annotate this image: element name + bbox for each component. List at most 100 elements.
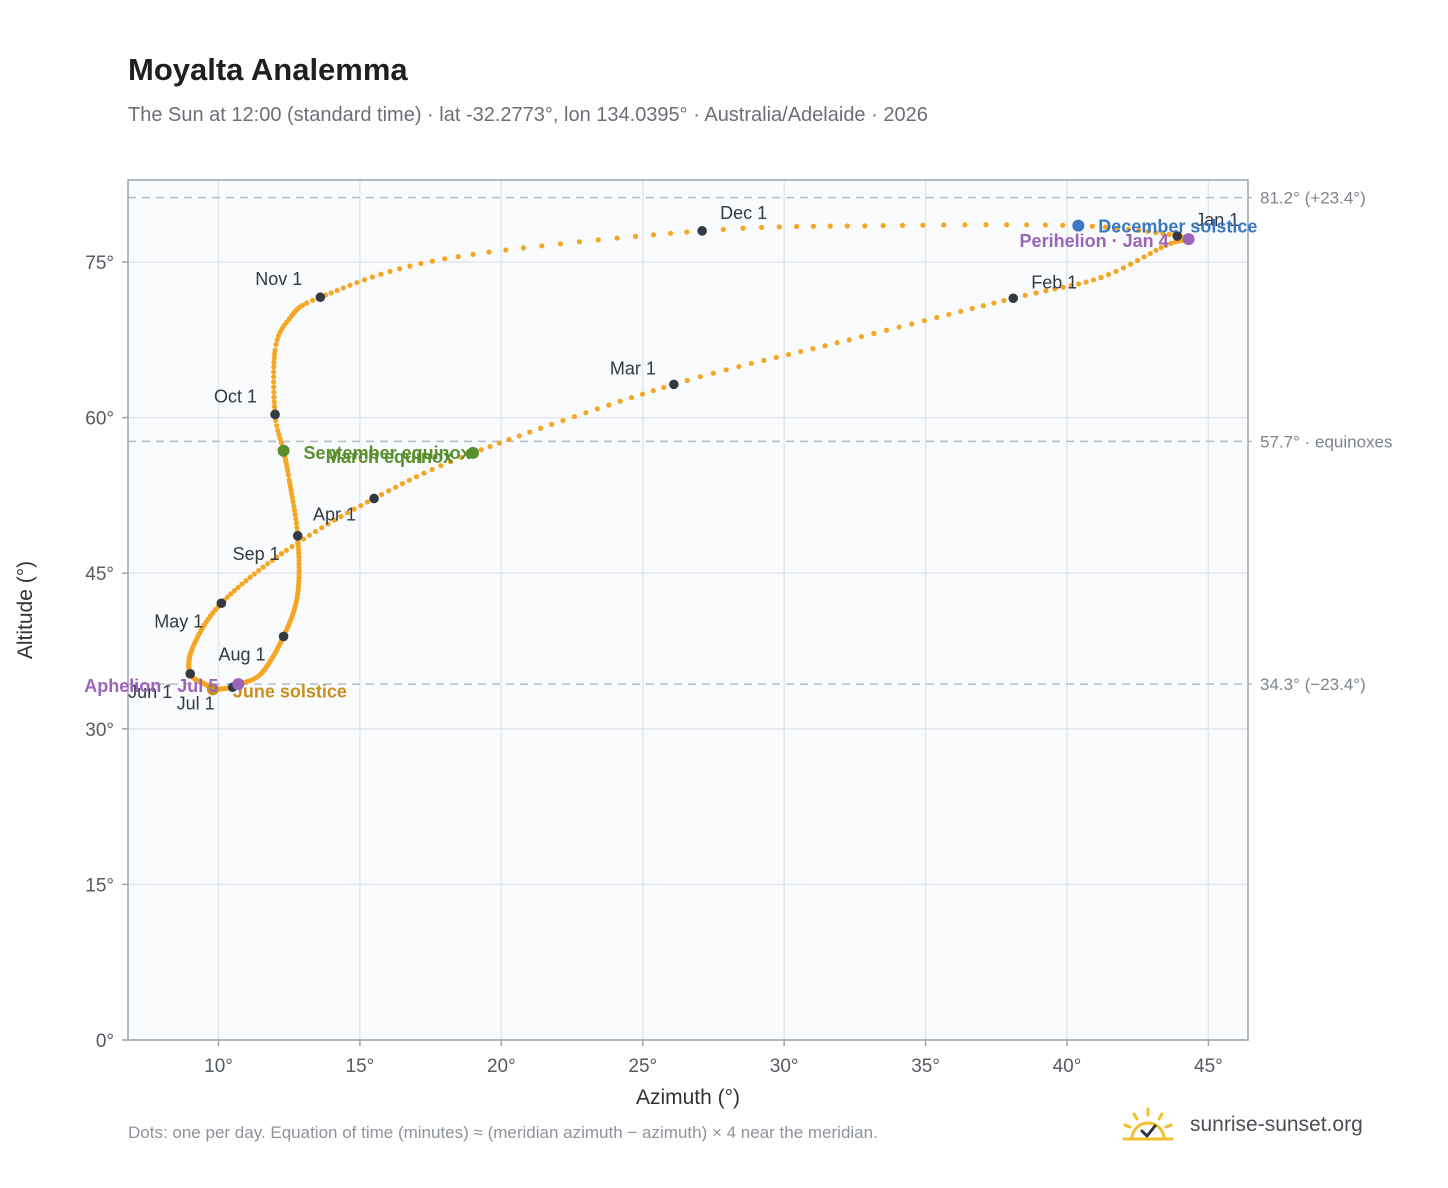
event-label: September equinox (304, 443, 471, 463)
daily-sun-position-dot (740, 225, 746, 231)
event-label: Perihelion · Jan 4 (1020, 231, 1169, 251)
month-marker (315, 292, 326, 303)
daily-sun-position-dot (289, 495, 295, 501)
daily-sun-position-dot (697, 374, 703, 380)
daily-sun-position-dot (1102, 224, 1109, 230)
daily-sun-position-dot (260, 564, 266, 570)
daily-sun-position-dot (1076, 281, 1082, 287)
daily-sun-position-dot (962, 222, 968, 228)
daily-sun-position-dot (406, 477, 412, 483)
daily-sun-position-dot (378, 271, 384, 277)
daily-sun-position-dot (773, 354, 779, 361)
daily-sun-position-dot (378, 491, 385, 498)
daily-sun-position-dot (277, 436, 283, 442)
daily-sun-position-dot (1068, 283, 1074, 289)
daily-sun-position-dot (271, 384, 277, 390)
daily-sun-position-dot (256, 567, 262, 574)
month-marker-label: Dec 1 (720, 203, 767, 223)
daily-sun-position-dot (1042, 222, 1048, 228)
daily-sun-position-dot (1083, 279, 1089, 285)
daily-sun-position-dot (344, 510, 351, 516)
daily-sun-position-dot (571, 413, 577, 420)
daily-sun-position-dot (393, 484, 399, 490)
month-marker-label: Aug 1 (219, 644, 266, 664)
daily-sun-position-dot (899, 222, 906, 228)
daily-sun-position-dot (1168, 240, 1174, 246)
daily-sun-position-dot (231, 588, 238, 594)
month-marker (216, 598, 227, 609)
plot-frame (127, 179, 1249, 1041)
daily-sun-position-dot (235, 584, 241, 590)
chart-title: Moyalta Analemma (128, 52, 408, 87)
daily-sun-position-dot (271, 364, 277, 370)
daily-sun-position-dot (228, 591, 234, 597)
month-marker-label: Jun 1 (128, 682, 172, 702)
daily-sun-position-dot (793, 223, 800, 230)
month-marker-label: May 1 (154, 611, 203, 631)
daily-sun-position-dot (684, 377, 690, 384)
daily-sun-position-dot (1166, 231, 1172, 237)
daily-sun-position-dot (251, 571, 257, 577)
daily-sun-position-dot (285, 472, 291, 478)
brand-name: sunrise-sunset.org (1190, 1113, 1363, 1136)
daily-sun-position-dot (1052, 286, 1058, 292)
x-tick-label: 45° (1194, 1056, 1223, 1077)
daily-sun-position-dot (520, 245, 527, 251)
month-marker-label: Sep 1 (233, 544, 280, 564)
daily-sun-position-dot (822, 343, 828, 349)
month-marker-label: Feb 1 (1031, 272, 1077, 292)
daily-sun-position-dot (283, 547, 289, 553)
daily-sun-position-dot (1145, 228, 1151, 235)
daily-sun-position-dot (1060, 222, 1066, 228)
y-tick-label: 15° (85, 875, 114, 896)
daily-sun-position-dot (387, 268, 393, 275)
daily-sun-position-dot (810, 346, 816, 352)
daily-sun-position-dot (247, 574, 253, 580)
daily-sun-position-dot (470, 251, 476, 258)
daily-sun-position-dot (291, 507, 298, 513)
daily-sun-position-dot (595, 237, 601, 243)
daily-sun-position-dot (761, 357, 767, 363)
daily-sun-position-dot (560, 417, 566, 424)
daily-sun-position-dot (650, 232, 657, 238)
daily-sun-position-dot (304, 300, 310, 306)
daily-sun-position-dot (1033, 290, 1039, 296)
daily-sun-position-dot (1098, 274, 1104, 281)
daily-sun-position-dot (785, 351, 792, 358)
daily-sun-position-dot (516, 433, 522, 439)
daily-sun-position-dot (354, 279, 360, 286)
daily-sun-position-dot (1153, 247, 1159, 253)
daily-sun-position-dot (290, 499, 296, 505)
daily-sun-position-dot (340, 285, 346, 291)
brand[interactable]: sunrise-sunset.org (1120, 1100, 1363, 1150)
event-marker (277, 444, 290, 457)
daily-sun-position-dot (583, 410, 589, 416)
event-marker (206, 683, 219, 696)
daily-sun-position-dot (896, 324, 902, 330)
daily-sun-position-dot (299, 302, 306, 308)
daily-sun-position-dot (983, 222, 989, 228)
daily-sun-position-dot (271, 355, 277, 361)
daily-sun-position-dot (1141, 254, 1147, 260)
x-tick-label: 40° (1053, 1056, 1082, 1077)
daily-sun-position-dot (1135, 227, 1142, 233)
daily-sun-position-dot (271, 399, 277, 405)
month-marker (369, 493, 379, 504)
daily-sun-position-dot (1125, 226, 1132, 232)
daily-sun-position-dot (1163, 242, 1169, 248)
daily-sun-position-dot (265, 561, 271, 567)
daily-sun-position-dot (941, 222, 947, 228)
daily-sun-position-dot (1114, 225, 1121, 231)
event-marker (467, 446, 480, 459)
daily-sun-position-dot (328, 290, 334, 296)
daily-sun-position-dot (920, 222, 926, 228)
daily-sun-position-dot (272, 347, 278, 353)
daily-sun-position-dot (292, 511, 298, 518)
daily-sun-position-dot (273, 341, 279, 348)
daily-sun-position-dot (798, 348, 804, 355)
month-marker (697, 226, 707, 236)
event-marker (1072, 219, 1085, 232)
daily-sun-position-dot (858, 334, 865, 340)
chart-subtitle: The Sun at 12:00 (standard time) · lat -… (128, 104, 928, 126)
event-label: June solstice (233, 681, 347, 701)
